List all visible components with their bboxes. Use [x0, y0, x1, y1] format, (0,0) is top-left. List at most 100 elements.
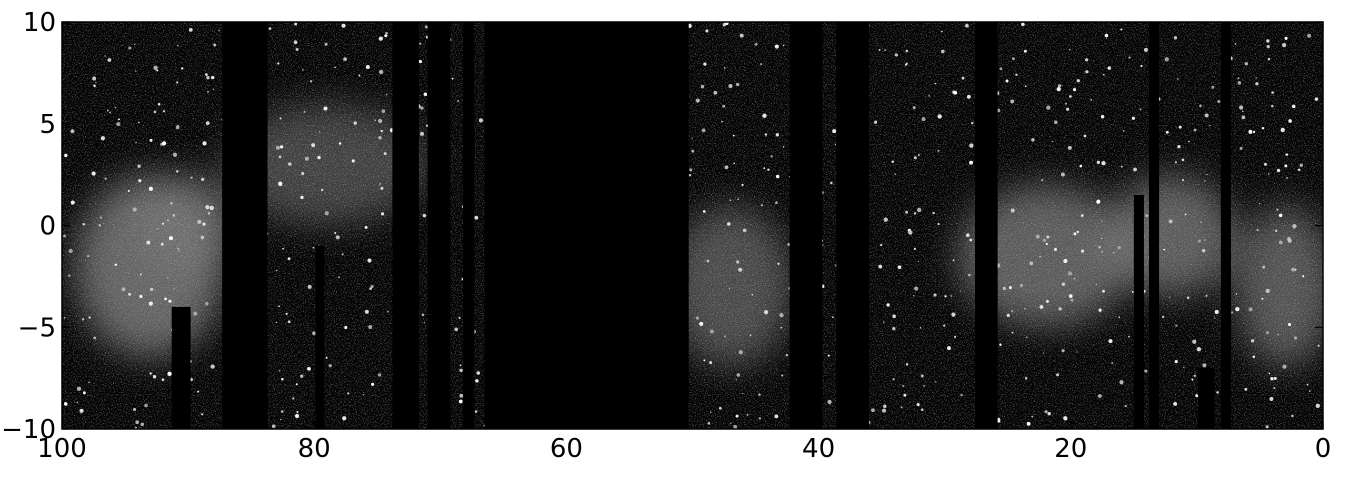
speckle: [294, 413, 300, 419]
speckle: [1273, 376, 1277, 380]
speckle: [691, 137, 693, 139]
speckle: [1102, 289, 1105, 293]
speckle: [742, 392, 744, 395]
speckle: [969, 160, 973, 165]
speckle: [1235, 293, 1238, 295]
speckle: [300, 374, 304, 378]
speckle: [176, 170, 179, 173]
speckle: [104, 177, 107, 180]
speckle: [1066, 107, 1070, 111]
speckle: [921, 117, 926, 122]
speckle: [913, 156, 917, 160]
speckle: [292, 397, 295, 400]
speckle: [933, 293, 937, 297]
speckle: [177, 247, 180, 250]
partial-masked-column-0: [171, 306, 191, 429]
speckle: [1285, 153, 1289, 156]
speckle: [1196, 347, 1202, 352]
speckle: [729, 199, 732, 202]
speckle: [1128, 335, 1130, 338]
speckle: [1276, 168, 1281, 173]
speckle: [1299, 163, 1303, 167]
speckle: [1080, 214, 1084, 217]
speckle: [370, 284, 374, 289]
speckle: [703, 359, 706, 362]
speckle: [746, 414, 749, 416]
speckle: [1274, 229, 1278, 233]
speckle: [474, 215, 479, 220]
speckle: [177, 250, 180, 252]
speckle: [951, 312, 956, 317]
speckle: [98, 224, 102, 227]
speckle: [1124, 404, 1127, 408]
speckle: [307, 284, 312, 289]
speckle: [1128, 56, 1131, 59]
speckle: [280, 410, 284, 413]
speckle: [1085, 70, 1089, 74]
speckle: [1258, 202, 1261, 205]
speckle: [1209, 125, 1211, 127]
speckle: [937, 149, 940, 152]
speckle: [127, 189, 130, 192]
speckle: [210, 364, 215, 369]
speckle: [709, 329, 714, 334]
speckle: [779, 313, 784, 318]
speckle: [728, 83, 733, 89]
speckle: [1060, 172, 1065, 177]
speckle: [140, 422, 145, 427]
speckle: [1267, 58, 1271, 61]
speckle: [1076, 230, 1080, 234]
speckle: [168, 299, 172, 303]
speckle: [871, 408, 875, 413]
speckle: [894, 173, 897, 176]
speckle: [944, 295, 947, 298]
speckle: [1217, 99, 1221, 104]
speckle: [834, 143, 837, 145]
speckle: [201, 413, 204, 416]
speckle: [1255, 82, 1259, 86]
speckle: [1204, 113, 1209, 118]
speckle: [378, 118, 383, 124]
speckle: [1076, 351, 1078, 353]
speckle: [205, 121, 210, 126]
speckle: [343, 57, 347, 62]
speckle: [1005, 79, 1009, 83]
speckle: [1083, 134, 1087, 138]
speckle: [1021, 22, 1025, 27]
speckle: [1244, 387, 1248, 391]
speckle: [1174, 161, 1178, 164]
speckle: [377, 373, 382, 377]
speckle: [1061, 349, 1065, 353]
speckle: [135, 70, 137, 72]
speckle: [1277, 333, 1279, 336]
speckle: [380, 212, 385, 216]
speckle: [368, 325, 373, 330]
speckle: [279, 145, 284, 149]
speckle: [275, 321, 277, 324]
speckle: [1175, 324, 1178, 327]
speckle: [1080, 249, 1085, 253]
speckle: [424, 25, 428, 29]
speckle: [1051, 141, 1053, 143]
speckle: [1101, 250, 1104, 253]
speckle: [754, 42, 758, 46]
speckle: [721, 120, 723, 123]
speckle: [137, 164, 141, 168]
masked-column-9: [1220, 22, 1231, 429]
speckle: [116, 122, 121, 127]
speckle: [380, 129, 383, 133]
speckle: [770, 155, 773, 158]
speckle: [695, 316, 700, 320]
speckle: [732, 134, 735, 137]
speckle: [1237, 77, 1240, 80]
speckle: [733, 162, 736, 165]
speckle: [1084, 58, 1089, 62]
speckle: [294, 22, 298, 26]
speckle: [384, 34, 388, 38]
speckle: [1019, 283, 1024, 288]
speckle: [1183, 366, 1185, 368]
speckle: [454, 327, 459, 332]
speckle: [63, 234, 66, 238]
speckle: [832, 129, 837, 134]
